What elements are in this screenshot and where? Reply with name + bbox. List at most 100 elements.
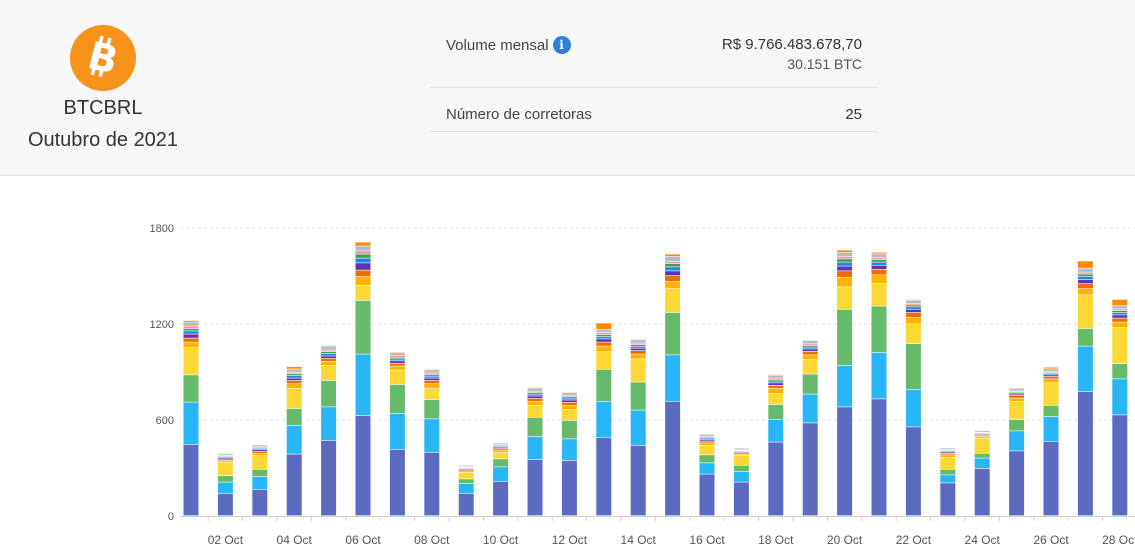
bar-stack[interactable]: [561, 392, 577, 516]
bar-segment: [837, 256, 853, 259]
bar-segment: [768, 442, 784, 516]
bar-segment: [1077, 328, 1093, 346]
bar-segment: [217, 457, 233, 459]
bar-segment: [389, 357, 405, 359]
bar-segment: [458, 484, 474, 493]
bar-stack[interactable]: [733, 448, 749, 516]
bar-segment: [837, 252, 853, 257]
bar-stack[interactable]: [183, 320, 199, 516]
bar-stack[interactable]: [286, 366, 302, 516]
bar-segment: [252, 456, 268, 469]
bar-stack[interactable]: [355, 242, 371, 516]
bar-segment: [252, 489, 268, 516]
bar-segment: [321, 407, 337, 441]
bar-segment: [217, 476, 233, 482]
bar-stack[interactable]: [252, 445, 268, 516]
bar-segment: [1112, 318, 1128, 322]
bar-stack[interactable]: [596, 323, 612, 516]
bar-segment: [493, 443, 509, 445]
bar-stack[interactable]: [389, 352, 405, 516]
bar-segment: [940, 455, 956, 457]
bar-segment: [699, 445, 715, 455]
bar-segment: [286, 408, 302, 425]
bar-stack[interactable]: [493, 443, 509, 516]
bar-stack[interactable]: [1112, 299, 1128, 516]
bar-stack[interactable]: [768, 374, 784, 516]
bar-segment: [217, 482, 233, 493]
bar-segment: [871, 284, 887, 306]
bar-segment: [665, 254, 681, 257]
bar-segment: [355, 270, 371, 277]
bar-stack[interactable]: [837, 250, 853, 516]
bar-segment: [837, 287, 853, 309]
bar-segment: [630, 382, 646, 410]
bar-stack[interactable]: [665, 254, 681, 516]
bar-segment: [1077, 268, 1093, 272]
bar-segment: [389, 359, 405, 361]
bar-segment: [802, 340, 818, 344]
y-tick-label: 0: [168, 511, 174, 523]
bar-segment: [424, 400, 440, 419]
bar-segment: [768, 381, 784, 383]
bar-stack[interactable]: [527, 387, 543, 516]
bar-segment: [527, 398, 543, 401]
bar-segment: [561, 405, 577, 409]
y-tick-label: 1800: [150, 223, 174, 235]
bar-segment: [1009, 451, 1025, 516]
bar-segment: [905, 303, 921, 305]
bar-segment: [768, 385, 784, 389]
bar-segment: [630, 359, 646, 382]
bar-segment: [665, 261, 681, 264]
bar-segment: [493, 481, 509, 516]
bar-segment: [561, 400, 577, 403]
bar-segment: [1043, 369, 1059, 372]
bar-segment: [183, 402, 199, 445]
bar-segment: [1009, 431, 1025, 451]
bar-segment: [424, 373, 440, 375]
bar-segment: [871, 254, 887, 258]
bar-segment: [321, 358, 337, 361]
bar-segment: [665, 288, 681, 313]
bar-segment: [837, 250, 853, 253]
bar-segment: [802, 344, 818, 346]
bar-stack[interactable]: [217, 453, 233, 516]
bar-segment: [630, 410, 646, 445]
bar-segment: [871, 260, 887, 262]
volume-brl: R$ 9.766.483.678,70: [721, 36, 862, 53]
bar-stack[interactable]: [1077, 261, 1093, 516]
bar-segment: [596, 369, 612, 401]
bar-segment: [286, 384, 302, 389]
bar-segment: [1112, 322, 1128, 328]
bar-stack[interactable]: [458, 465, 474, 516]
bar-segment: [596, 334, 612, 337]
bar-segment: [905, 389, 921, 427]
bar-segment: [974, 435, 990, 437]
bar-stack[interactable]: [699, 434, 715, 516]
bar-segment: [905, 300, 921, 304]
bar-segment: [493, 448, 509, 450]
bar-stack[interactable]: [940, 448, 956, 516]
bar-segment: [527, 396, 543, 399]
bar-stack[interactable]: [424, 369, 440, 516]
bar-segment: [596, 339, 612, 342]
bar-stack[interactable]: [905, 299, 921, 516]
bar-stack[interactable]: [321, 345, 337, 516]
bar-segment: [389, 356, 405, 357]
bar-segment: [1043, 375, 1059, 377]
bar-segment: [424, 378, 440, 381]
bar-stack[interactable]: [802, 340, 818, 516]
bar-segment: [940, 483, 956, 516]
bar-segment: [1009, 396, 1025, 398]
bar-segment: [1112, 364, 1128, 379]
bar-segment: [217, 462, 233, 476]
info-icon[interactable]: i: [552, 36, 571, 54]
bar-segment: [1043, 405, 1059, 417]
bar-stack[interactable]: [871, 252, 887, 516]
bar-stack[interactable]: [630, 339, 646, 516]
bar-stack[interactable]: [1009, 388, 1025, 516]
bar-stack[interactable]: [974, 430, 990, 516]
bar-segment: [286, 425, 302, 454]
bar-stack[interactable]: [1043, 367, 1059, 516]
bar-segment: [1077, 284, 1093, 289]
bar-segment: [630, 343, 646, 345]
